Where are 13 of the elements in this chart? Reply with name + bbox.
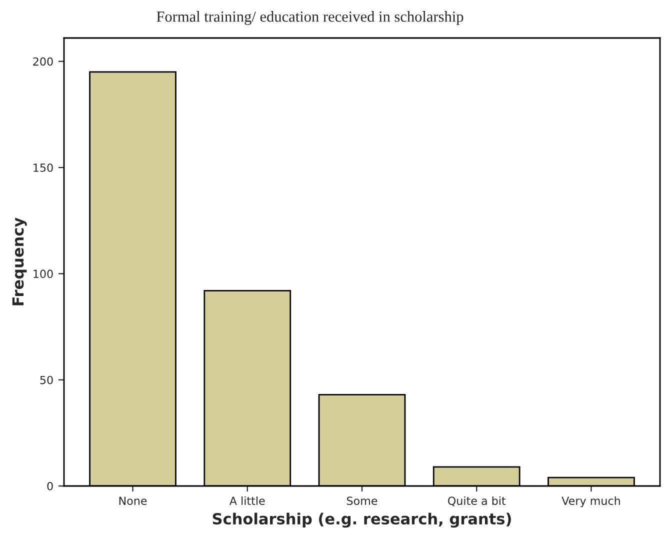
x-tick-label: None [119, 496, 147, 506]
y-tick-label: 50 [40, 376, 53, 384]
x-tick-label: Very much [562, 496, 620, 508]
y-tick-label: 100 [34, 270, 53, 278]
x-tick-label: Some [346, 496, 378, 506]
x-tick-label: Quite a bit [448, 496, 506, 506]
chart-title: Formal training/ education received in scholarship [156, 11, 464, 25]
x-axis-title: Scholarship (e.g. research, grants) [212, 512, 511, 528]
y-tick-label: 150 [34, 163, 53, 172]
y-axis-title: Frequency [12, 218, 27, 306]
y-tick-label: 200 [33, 57, 53, 66]
y-tick-label: 0 [47, 482, 53, 490]
x-tick-label: A little [230, 496, 265, 506]
